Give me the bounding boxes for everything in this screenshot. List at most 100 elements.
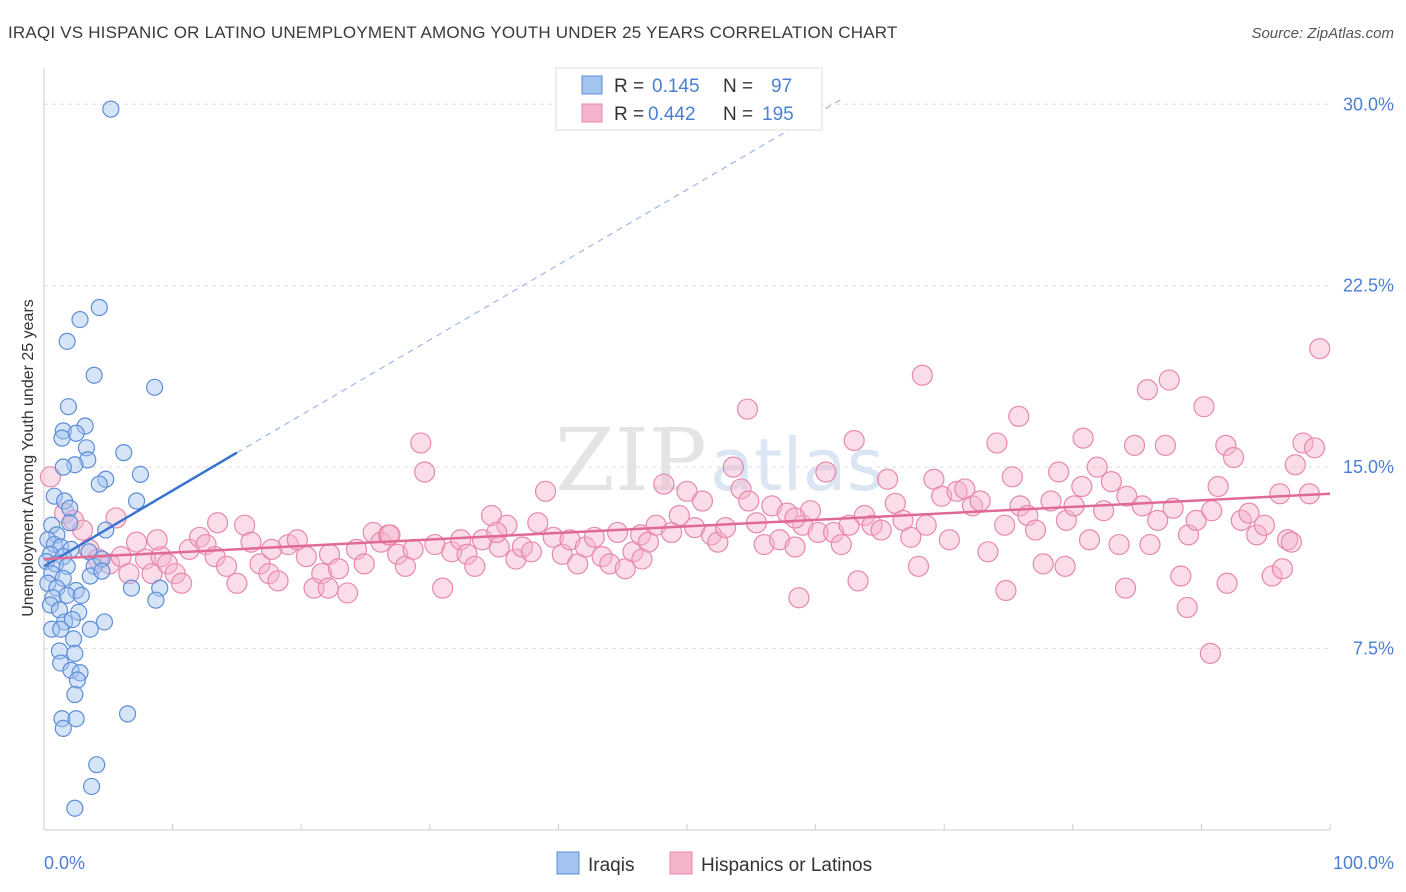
iraqis-point (72, 586, 90, 604)
iraqis-point (90, 298, 108, 317)
iraqis-point (88, 756, 106, 774)
watermark: ZIP atlas (555, 411, 884, 511)
iraqis-point (90, 475, 108, 493)
hispanics-point (645, 514, 667, 536)
hispanics-point (830, 533, 852, 556)
hispanics-point (1054, 555, 1076, 577)
hispanics-point (653, 473, 675, 495)
iraqis-point (59, 398, 78, 416)
hispanics-point (480, 504, 503, 527)
iraqis-point (147, 591, 165, 609)
iraqis-point (54, 458, 72, 476)
legend-n-label-hispanics: N = (723, 104, 753, 125)
y-tick-label: 7.5% (1353, 639, 1394, 659)
hispanics-point (1269, 483, 1291, 505)
hispanics-point (1136, 379, 1158, 401)
hispanics-point (53, 502, 76, 524)
iraqis-point (58, 332, 76, 350)
hispanics-point (631, 548, 653, 570)
iraqis-point (127, 492, 146, 510)
iraqis-point (54, 719, 72, 738)
hispanics-point (1048, 461, 1070, 483)
iraqis-point (41, 596, 60, 614)
hispanics-point (870, 519, 892, 541)
hispanics-point (900, 526, 922, 548)
hispanics-point (1292, 432, 1314, 454)
hispanics-point (1176, 596, 1198, 619)
iraqis-point (118, 705, 137, 723)
hispanics-point (788, 587, 810, 609)
hispanics-point (267, 570, 289, 592)
hispanics-point (1222, 446, 1245, 469)
iraqis-point (67, 581, 85, 600)
hispanics-point (1303, 437, 1326, 459)
iraqis-point (131, 465, 150, 483)
hispanics-point (1001, 466, 1023, 488)
hispanics-point (761, 495, 783, 517)
hispanics-point (141, 562, 163, 585)
iraqis-point (61, 514, 79, 532)
iraqis-trend-line (43, 451, 238, 568)
x-axis-ticks (172, 824, 1331, 830)
iraqis-point (52, 620, 70, 638)
iraqis-point (63, 610, 81, 629)
hispanics-point (1116, 485, 1138, 507)
hispanics-point (1147, 509, 1169, 531)
y-tick-label: 15.0% (1343, 457, 1394, 477)
series-iraqis-points (37, 100, 169, 817)
legend-r-value-iraqis: 0.145 (652, 76, 700, 97)
hispanics-point (559, 529, 581, 551)
hispanics-point (1032, 553, 1054, 575)
hispanics-point (1284, 454, 1306, 476)
hispanics-point (216, 555, 238, 577)
hispanics-point (714, 517, 737, 539)
iraqis-point (66, 644, 84, 663)
legend-swatch-iraqis (581, 75, 603, 95)
x-tick-label-max: 100.0% (1333, 853, 1394, 873)
iraqis-point (122, 579, 141, 597)
hispanics-point (39, 466, 62, 488)
hispanics-point (1170, 565, 1192, 587)
hispanics-point (410, 432, 432, 454)
hispanics-point (1207, 475, 1229, 498)
hispanics-point (784, 536, 806, 558)
iraqis-point (76, 417, 94, 435)
hispanics-point (258, 562, 280, 585)
hispanics-point (1201, 500, 1223, 522)
hispanics-point (336, 582, 359, 604)
hispanics-point (691, 490, 714, 512)
bottom-legend-label-iraqis: Iraqis (588, 855, 634, 876)
hispanics-point (738, 490, 760, 512)
hispanics-point (946, 480, 968, 502)
iraqis-point (64, 630, 83, 648)
hispanics-point (353, 553, 375, 575)
stats-legend: R = 0.145 N = 97 R = 0.442 N = 195 (555, 67, 823, 131)
hispanics-point (1078, 529, 1101, 551)
hispanics-point (432, 577, 454, 599)
hispanics-point (118, 562, 140, 585)
series-legend: Iraqis Hispanics or Latinos (556, 851, 872, 876)
iraqis-point (81, 620, 99, 638)
iraqis-point (54, 422, 72, 440)
iraqis-point (43, 620, 61, 638)
hispanics-point (877, 468, 899, 490)
iraqis-point (145, 378, 164, 396)
y-tick-labels: 7.5% 15.0% 22.5% 30.0% (1343, 94, 1394, 658)
hispanics-point (456, 543, 478, 565)
hispanics-point (1100, 471, 1122, 493)
hispanics-point (730, 478, 752, 500)
hispanics-point (226, 572, 248, 594)
hispanics-point (379, 524, 401, 546)
hispanics-point (261, 538, 283, 560)
iraqis-point (79, 451, 97, 469)
hispanics-point (146, 529, 168, 551)
hispanics-point (1131, 495, 1153, 517)
hispanics-point (838, 514, 860, 536)
hispanics-point (1024, 519, 1047, 541)
legend-swatch-hispanics (581, 103, 603, 123)
iraqis-point (102, 100, 120, 118)
hispanics-point (1162, 497, 1184, 519)
legend-n-value-iraqis: 97 (771, 76, 792, 97)
x-tick-label-min: 0.0% (44, 853, 85, 873)
hispanics-point (1185, 509, 1207, 531)
